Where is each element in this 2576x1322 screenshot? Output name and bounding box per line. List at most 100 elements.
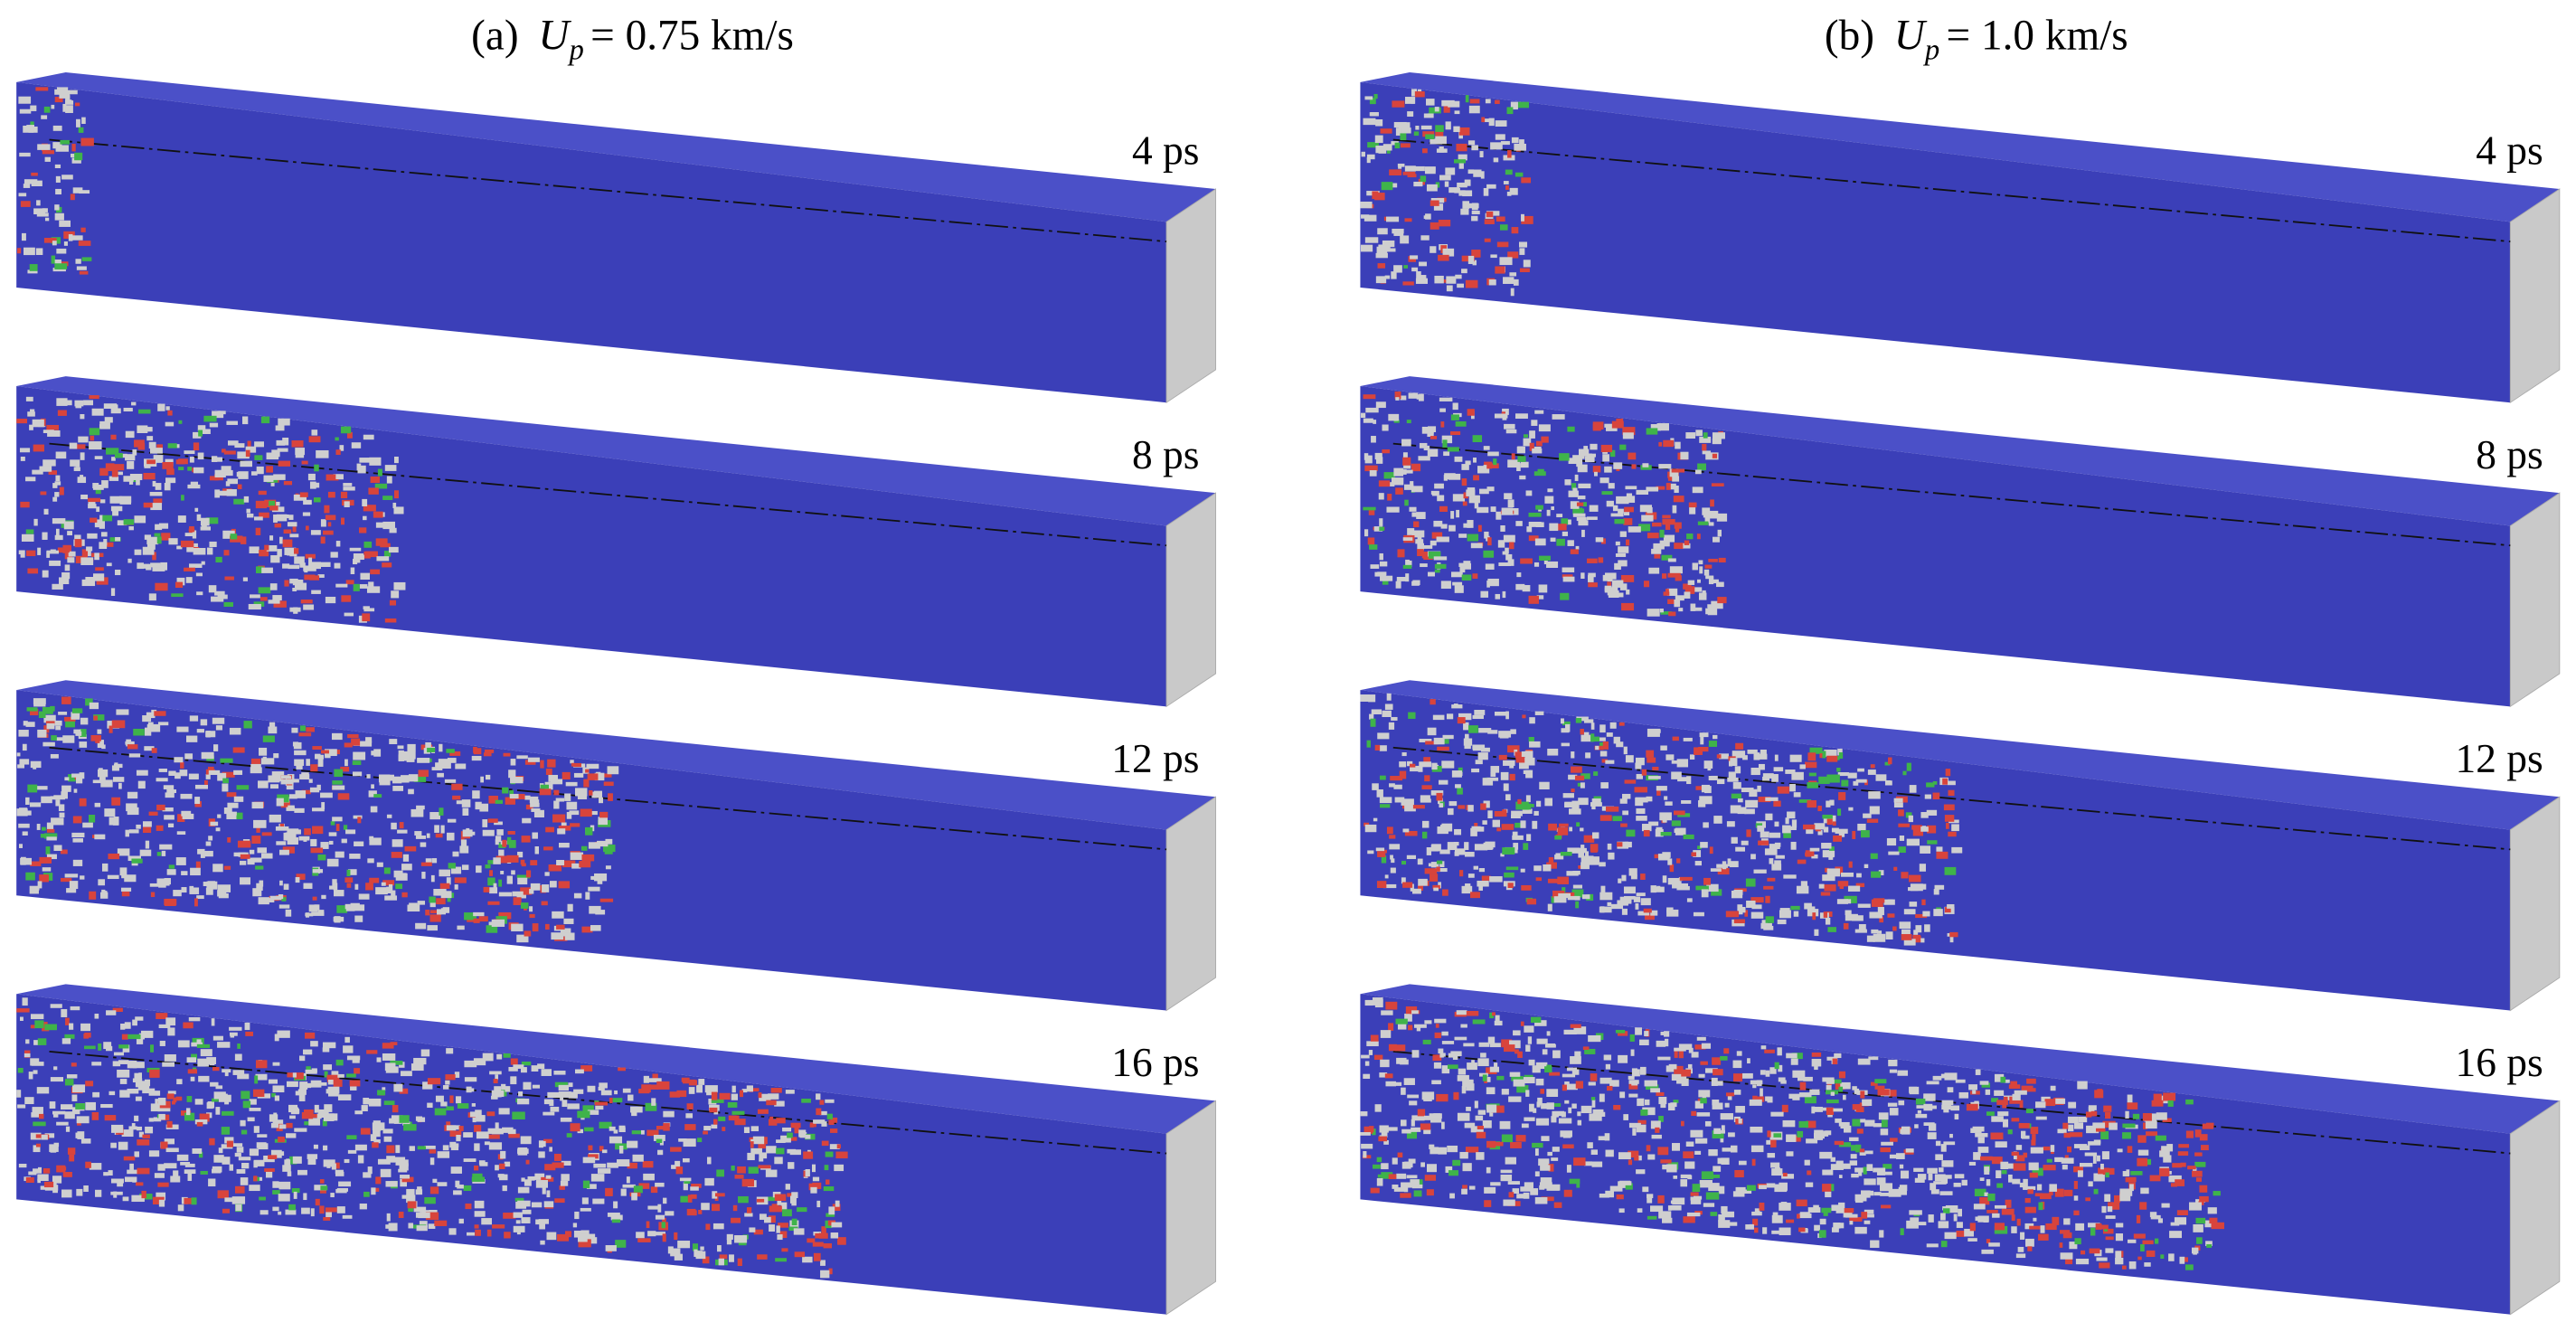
defect-atoms xyxy=(1370,564,1380,569)
defect-atoms xyxy=(1588,572,1596,578)
defect-atoms xyxy=(253,1159,265,1166)
defect-atoms xyxy=(1824,884,1836,892)
defect-atoms xyxy=(460,839,467,848)
defect-atoms xyxy=(718,1258,724,1266)
defect-atoms xyxy=(252,857,262,863)
defect-atoms xyxy=(1773,767,1784,772)
defect-atoms xyxy=(99,892,109,899)
defect-atoms xyxy=(1716,581,1724,588)
defect-atoms xyxy=(1732,781,1741,789)
defect-atoms xyxy=(1520,1021,1524,1026)
defect-atoms xyxy=(186,1057,196,1062)
defect-atoms xyxy=(148,441,156,449)
defect-atoms xyxy=(692,1243,699,1251)
defect-atoms xyxy=(455,1096,462,1104)
defect-atoms xyxy=(1628,526,1641,533)
defect-atoms xyxy=(70,459,80,467)
defect-atoms xyxy=(1662,875,1667,883)
defect-atoms xyxy=(1628,1122,1641,1128)
defect-atoms xyxy=(134,1115,139,1122)
defect-atoms xyxy=(327,1079,335,1085)
defect-atoms xyxy=(1974,1188,1986,1197)
defect-atoms xyxy=(458,1126,464,1131)
defect-atoms xyxy=(1448,801,1458,807)
defect-atoms xyxy=(1876,1177,1886,1185)
defect-atoms xyxy=(41,467,52,472)
defect-atoms xyxy=(1464,1122,1476,1128)
defect-atoms xyxy=(462,807,469,816)
defect-atoms xyxy=(1857,903,1871,908)
defect-atoms xyxy=(1360,244,1373,252)
defect-atoms xyxy=(165,477,176,484)
defect-atoms xyxy=(2059,1230,2071,1234)
defect-atoms xyxy=(2154,1238,2159,1244)
defect-atoms xyxy=(1501,824,1514,830)
defect-atoms xyxy=(164,482,171,491)
defect-atoms xyxy=(1752,1218,1759,1226)
defect-atoms xyxy=(545,769,552,775)
defect-atoms xyxy=(1622,810,1629,816)
defect-atoms xyxy=(1782,1172,1788,1177)
defect-atoms xyxy=(2088,1181,2093,1187)
defect-atoms xyxy=(1901,1126,1911,1135)
defect-atoms xyxy=(207,547,213,555)
defect-atoms xyxy=(1471,250,1481,258)
defect-atoms xyxy=(1933,909,1943,917)
defect-atoms xyxy=(585,826,593,836)
defect-atoms xyxy=(1369,469,1377,477)
defect-atoms xyxy=(1425,213,1431,220)
defect-atoms xyxy=(1418,456,1430,461)
defect-atoms xyxy=(734,1235,748,1243)
defect-atoms xyxy=(291,440,304,448)
defect-atoms xyxy=(222,771,235,778)
defect-atoms xyxy=(496,1053,503,1060)
defect-atoms xyxy=(100,532,108,537)
defect-atoms xyxy=(1760,1088,1763,1097)
defect-atoms xyxy=(164,1163,177,1169)
defect-atoms xyxy=(504,1232,511,1239)
defect-atoms xyxy=(99,424,106,429)
defect-atoms xyxy=(1441,99,1455,107)
defect-atoms xyxy=(1663,439,1675,448)
defect-atoms xyxy=(785,1184,790,1190)
defect-atoms xyxy=(567,1103,580,1110)
defect-atoms xyxy=(1395,127,1403,136)
defect-atoms xyxy=(587,773,599,780)
defect-atoms xyxy=(522,1209,532,1214)
defect-atoms xyxy=(60,877,72,883)
defect-atoms xyxy=(1576,716,1589,722)
defect-atoms xyxy=(1361,1054,1370,1059)
defect-atoms xyxy=(1660,832,1672,836)
defect-atoms xyxy=(326,858,339,867)
defect-atoms xyxy=(789,1195,797,1204)
defect-atoms xyxy=(308,562,321,570)
defect-atoms xyxy=(1491,1105,1505,1113)
defect-atoms xyxy=(1760,1045,1767,1050)
defect-atoms xyxy=(697,1138,703,1143)
defect-atoms xyxy=(1712,438,1722,445)
defect-atoms xyxy=(1647,776,1661,779)
defect-atoms xyxy=(1995,1141,2007,1148)
defect-atoms xyxy=(2102,1228,2114,1234)
defect-atoms xyxy=(20,501,30,508)
defect-atoms xyxy=(233,770,243,775)
defect-atoms xyxy=(2127,1102,2138,1110)
defect-atoms xyxy=(1699,436,1712,443)
defect-atoms xyxy=(1667,558,1676,562)
defect-atoms xyxy=(472,790,480,799)
defect-atoms xyxy=(407,1201,417,1209)
defect-atoms xyxy=(180,761,184,769)
defect-atoms xyxy=(264,1168,275,1172)
defect-atoms xyxy=(455,1180,460,1187)
defect-atoms xyxy=(181,871,188,875)
defect-atoms xyxy=(1375,401,1386,409)
defect-atoms xyxy=(1395,1044,1406,1052)
defect-atoms xyxy=(821,1140,829,1147)
defect-atoms xyxy=(1379,775,1386,780)
defect-atoms xyxy=(1496,1075,1505,1081)
center-line xyxy=(49,442,1167,547)
defect-atoms xyxy=(1418,393,1424,401)
defect-atoms xyxy=(2063,1189,2073,1196)
defect-atoms xyxy=(1803,824,1816,830)
defect-atoms xyxy=(375,1176,382,1185)
